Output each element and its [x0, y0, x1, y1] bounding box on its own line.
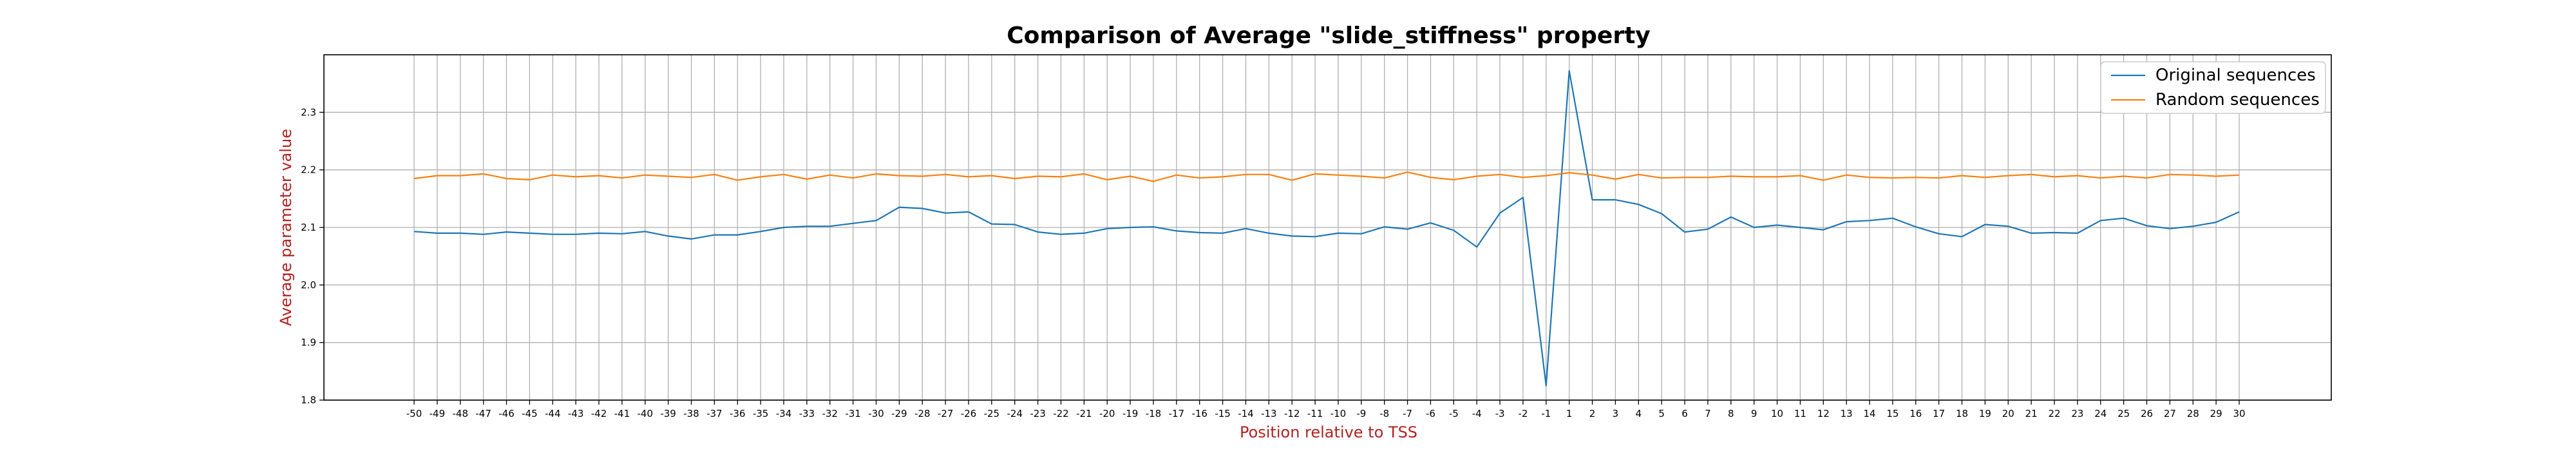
x-tick-label: 2: [1589, 408, 1596, 419]
x-tick-label: -26: [961, 408, 977, 419]
y-tick-label: 2.3: [301, 106, 316, 118]
x-tick-label: 30: [2233, 408, 2245, 419]
y-tick-label: 2.1: [301, 222, 316, 233]
y-axis-label: Average parameter value: [277, 129, 295, 326]
x-tick-label: -39: [660, 408, 676, 419]
x-tick-label: 15: [1886, 408, 1899, 419]
x-tick-label: -14: [1238, 408, 1254, 419]
x-axis-label: Position relative to TSS: [1240, 423, 1417, 441]
x-tick-label: 19: [1979, 408, 1991, 419]
x-tick-label: 22: [2048, 408, 2060, 419]
x-tick-label: -38: [683, 408, 699, 419]
x-tick-label: 24: [2094, 408, 2107, 419]
x-tick-label: -20: [1099, 408, 1115, 419]
x-tick-label: -3: [1495, 408, 1505, 419]
y-tick-label: 2.2: [301, 164, 316, 176]
y-tick-label: 1.8: [301, 394, 316, 406]
x-tick-label: -25: [984, 408, 1000, 419]
x-tick-label: -29: [891, 408, 907, 419]
x-tick-label: -9: [1356, 408, 1366, 419]
x-tick-label: -11: [1307, 408, 1323, 419]
x-tick-label: -36: [730, 408, 746, 419]
x-tick-label: 16: [1909, 408, 1922, 419]
x-tick-label: -28: [914, 408, 931, 419]
x-tick-label: -47: [475, 408, 491, 419]
x-tick-label: -4: [1472, 408, 1482, 419]
series-line-original: [413, 70, 2240, 387]
x-tick-label: -7: [1403, 408, 1412, 419]
x-tick-label: -17: [1169, 408, 1185, 419]
x-tick-label: 11: [1794, 408, 1806, 419]
chart-title: Comparison of Average "slide_stiffness" …: [1007, 23, 1651, 49]
x-tick-label: -8: [1379, 408, 1389, 419]
x-tick-label: 17: [1933, 408, 1945, 419]
x-tick-label: -18: [1146, 408, 1162, 419]
x-tick-label: 20: [2002, 408, 2014, 419]
x-tick-label: -40: [637, 408, 653, 419]
x-tick-label: 18: [1956, 408, 1968, 419]
x-tick-label: 6: [1681, 408, 1688, 419]
x-tick-label: -10: [1331, 408, 1347, 419]
x-tick-label: -46: [498, 408, 515, 419]
x-tick-label: 5: [1658, 408, 1665, 419]
x-tick-label: 10: [1771, 408, 1783, 419]
x-tick-label: -41: [614, 408, 630, 419]
y-tick-label: 2.0: [301, 279, 316, 291]
x-tick-label: -12: [1284, 408, 1300, 419]
x-tick-label: 8: [1728, 408, 1734, 419]
x-tick-label: -1: [1541, 408, 1551, 419]
x-tick-label: -24: [1007, 408, 1023, 419]
x-tick-label: 9: [1751, 408, 1757, 419]
x-tick-label: 26: [2141, 408, 2153, 419]
x-tick-label: -49: [430, 408, 446, 419]
x-tick-label: -22: [1053, 408, 1069, 419]
x-tick-label: -23: [1030, 408, 1046, 419]
legend-label-random: Random sequences: [2155, 90, 2320, 110]
legend-box: [2100, 61, 2326, 114]
x-tick-label: 23: [2071, 408, 2083, 419]
x-tick-label: 21: [2025, 408, 2038, 419]
x-tick-label: -32: [822, 408, 838, 419]
x-tick-label: -34: [776, 408, 792, 419]
x-tick-label: -48: [452, 408, 468, 419]
axis-ticks: -50 -49 -48 -47 -46 -45 -44 -43 -42 -41 -40 -39 -38-…: [301, 106, 2245, 419]
x-tick-label: -43: [568, 408, 584, 419]
x-tick-label: -42: [591, 408, 607, 419]
legend-label-original: Original sequences: [2155, 66, 2316, 85]
x-tick-label: 12: [1817, 408, 1830, 419]
series-line-random: [413, 171, 2240, 182]
x-tick-label: -30: [868, 408, 884, 419]
x-tick-label: -37: [706, 408, 723, 419]
x-tick-label: -16: [1191, 408, 1208, 419]
x-tick-label: -5: [1449, 408, 1459, 419]
x-tick-label: -21: [1076, 408, 1092, 419]
x-tick-label: -31: [845, 408, 861, 419]
x-tick-label: 13: [1841, 408, 1853, 419]
x-tick-label: 1: [1566, 408, 1573, 419]
x-tick-label: 27: [2164, 408, 2176, 419]
x-tick-label: 4: [1636, 408, 1642, 419]
legend: Original sequences Random sequences: [2100, 61, 2326, 114]
x-tick-label: -44: [545, 408, 561, 419]
x-tick-label: 3: [1613, 408, 1619, 419]
x-tick-label: -19: [1122, 408, 1139, 419]
x-tick-label: -2: [1518, 408, 1528, 419]
x-tick-label: 7: [1705, 408, 1711, 419]
y-tick-label: 1.9: [301, 337, 316, 349]
x-tick-label: -50: [406, 408, 422, 419]
x-tick-label: -33: [799, 408, 815, 419]
x-tick-label: -13: [1261, 408, 1277, 419]
x-tick-label: -35: [753, 408, 769, 419]
x-tick-label: 14: [1863, 408, 1875, 419]
x-tick-label: 25: [2117, 408, 2130, 419]
x-tick-label: -15: [1215, 408, 1231, 419]
x-tick-label: -27: [938, 408, 954, 419]
x-tick-label: -6: [1426, 408, 1435, 419]
x-tick-label: 29: [2210, 408, 2222, 419]
series-layer: [413, 70, 2240, 387]
x-tick-label: -45: [522, 408, 538, 419]
x-tick-label: 28: [2187, 408, 2199, 419]
